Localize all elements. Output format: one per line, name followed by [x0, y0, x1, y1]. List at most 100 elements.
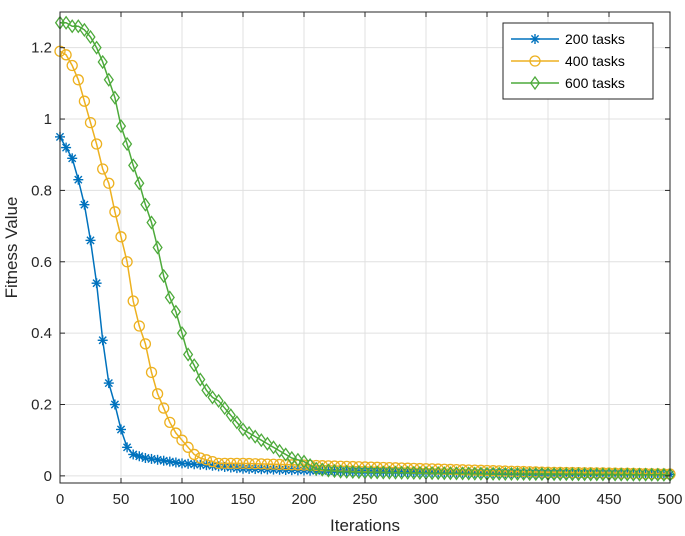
x-tick-label: 100: [169, 491, 194, 508]
data-point: [103, 72, 114, 87]
data-point: [103, 378, 114, 389]
data-point: [61, 142, 72, 153]
data-point: [103, 177, 115, 189]
data-point: [243, 457, 255, 470]
x-tick-label: 500: [657, 491, 682, 508]
x-tick-label: 150: [230, 491, 255, 508]
data-point: [207, 390, 218, 405]
data-point: [267, 458, 280, 470]
data-point: [189, 358, 200, 373]
data-point: [85, 235, 96, 246]
data-point: [273, 458, 286, 471]
data-point: [517, 465, 530, 478]
data-point: [134, 176, 145, 191]
data-point: [176, 434, 188, 446]
legend-item: 600 tasks: [511, 75, 625, 91]
data-point: [268, 440, 279, 455]
x-tick-label: 250: [352, 491, 377, 508]
data-point: [97, 54, 108, 70]
data-point: [262, 436, 273, 451]
data-point: [97, 335, 108, 346]
data-point: [152, 240, 163, 255]
data-point: [109, 399, 120, 410]
legend-label: 600 tasks: [565, 75, 625, 91]
data-point: [511, 465, 524, 478]
data-point: [151, 388, 164, 400]
series-line: [60, 21, 671, 476]
legend-marker: [529, 75, 541, 91]
data-point: [182, 441, 194, 453]
data-point: [176, 326, 188, 341]
data-point: [225, 408, 236, 423]
data-point: [219, 400, 230, 416]
data-point: [60, 15, 72, 30]
data-point: [499, 465, 511, 477]
y-tick-label: 0.2: [31, 397, 52, 414]
data-point: [201, 383, 212, 398]
data-point: [213, 393, 224, 409]
data-point: [311, 461, 322, 476]
data-point: [225, 457, 237, 470]
data-point: [243, 425, 255, 441]
data-point: [164, 416, 176, 428]
data-point: [78, 95, 91, 107]
data-point: [219, 457, 231, 470]
data-point: [280, 447, 291, 462]
data-point: [66, 59, 78, 72]
data-point: [128, 158, 139, 173]
data-point: [317, 462, 328, 477]
data-point: [133, 320, 145, 332]
data-point: [188, 448, 200, 461]
data-point: [72, 74, 84, 86]
legend-item: 400 tasks: [511, 53, 625, 69]
y-tick-label: 0.6: [31, 254, 52, 271]
data-point: [140, 197, 151, 212]
data-point: [79, 22, 90, 37]
data-point: [139, 338, 152, 350]
data-point: [158, 402, 170, 414]
y-tick-label: 0.4: [31, 325, 52, 342]
data-point: [261, 458, 274, 470]
series-2: [54, 15, 676, 482]
data-point: [79, 199, 90, 210]
ticks: 0 50 100 150 200 250 300 350 400 450 500 0 0.2 0.4 0.6…: [31, 12, 683, 508]
data-point: [91, 278, 102, 289]
legend: 200 tasks 400 tasks 600 tasks: [502, 22, 654, 100]
data-point: [231, 415, 243, 430]
data-point: [84, 116, 97, 129]
data-point: [158, 268, 169, 284]
legend-marker: [529, 55, 541, 67]
x-tick-label: 200: [291, 491, 316, 508]
legend-marker: [530, 34, 540, 44]
data-point: [183, 458, 194, 469]
x-tick-label: 350: [474, 491, 499, 508]
data-point: [115, 119, 127, 134]
y-tick-label: 0: [44, 468, 52, 485]
data-point: [237, 457, 249, 470]
data-point: [286, 450, 297, 466]
data-point: [481, 464, 493, 477]
data-point: [170, 427, 182, 439]
data-point: [109, 206, 121, 218]
data-point: [304, 458, 316, 473]
data-point: [121, 256, 133, 268]
x-axis-label: Iterations: [330, 516, 400, 535]
data-point: [212, 457, 225, 470]
y-tick-label: 0.8: [31, 182, 52, 199]
data-point: [493, 465, 505, 477]
data-point: [505, 465, 518, 477]
x-tick-label: 400: [535, 491, 560, 508]
data-point: [195, 372, 206, 387]
data-point: [127, 295, 139, 307]
data-point: [170, 304, 182, 319]
data-point: [91, 40, 102, 55]
plot-area: [54, 15, 676, 482]
data-point: [274, 443, 285, 458]
legend-label: 400 tasks: [565, 53, 625, 69]
data-point: [109, 90, 121, 105]
data-point: [73, 19, 84, 34]
data-point: [122, 442, 133, 453]
data-point: [73, 174, 84, 185]
data-point: [524, 466, 536, 478]
